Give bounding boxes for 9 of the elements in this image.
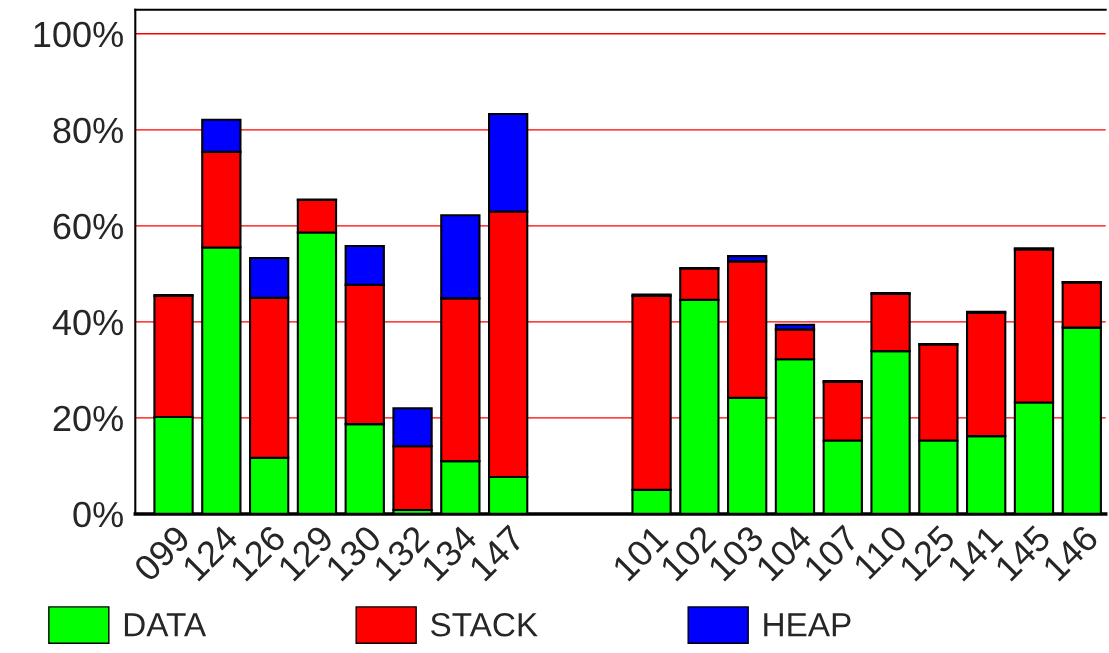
- y-tick-label: 40%: [52, 309, 123, 336]
- y-tick-label: 60%: [53, 213, 123, 240]
- legend-label: DATA: [124, 613, 207, 637]
- y-tick-label: 0%: [73, 501, 123, 528]
- legend-label: STACK: [431, 612, 538, 637]
- legend-label: HEAP: [764, 613, 851, 637]
- y-tick-label: 80%: [53, 117, 123, 144]
- y-tick-label: 20%: [53, 405, 123, 432]
- y-tick-label: 100%: [34, 21, 123, 48]
